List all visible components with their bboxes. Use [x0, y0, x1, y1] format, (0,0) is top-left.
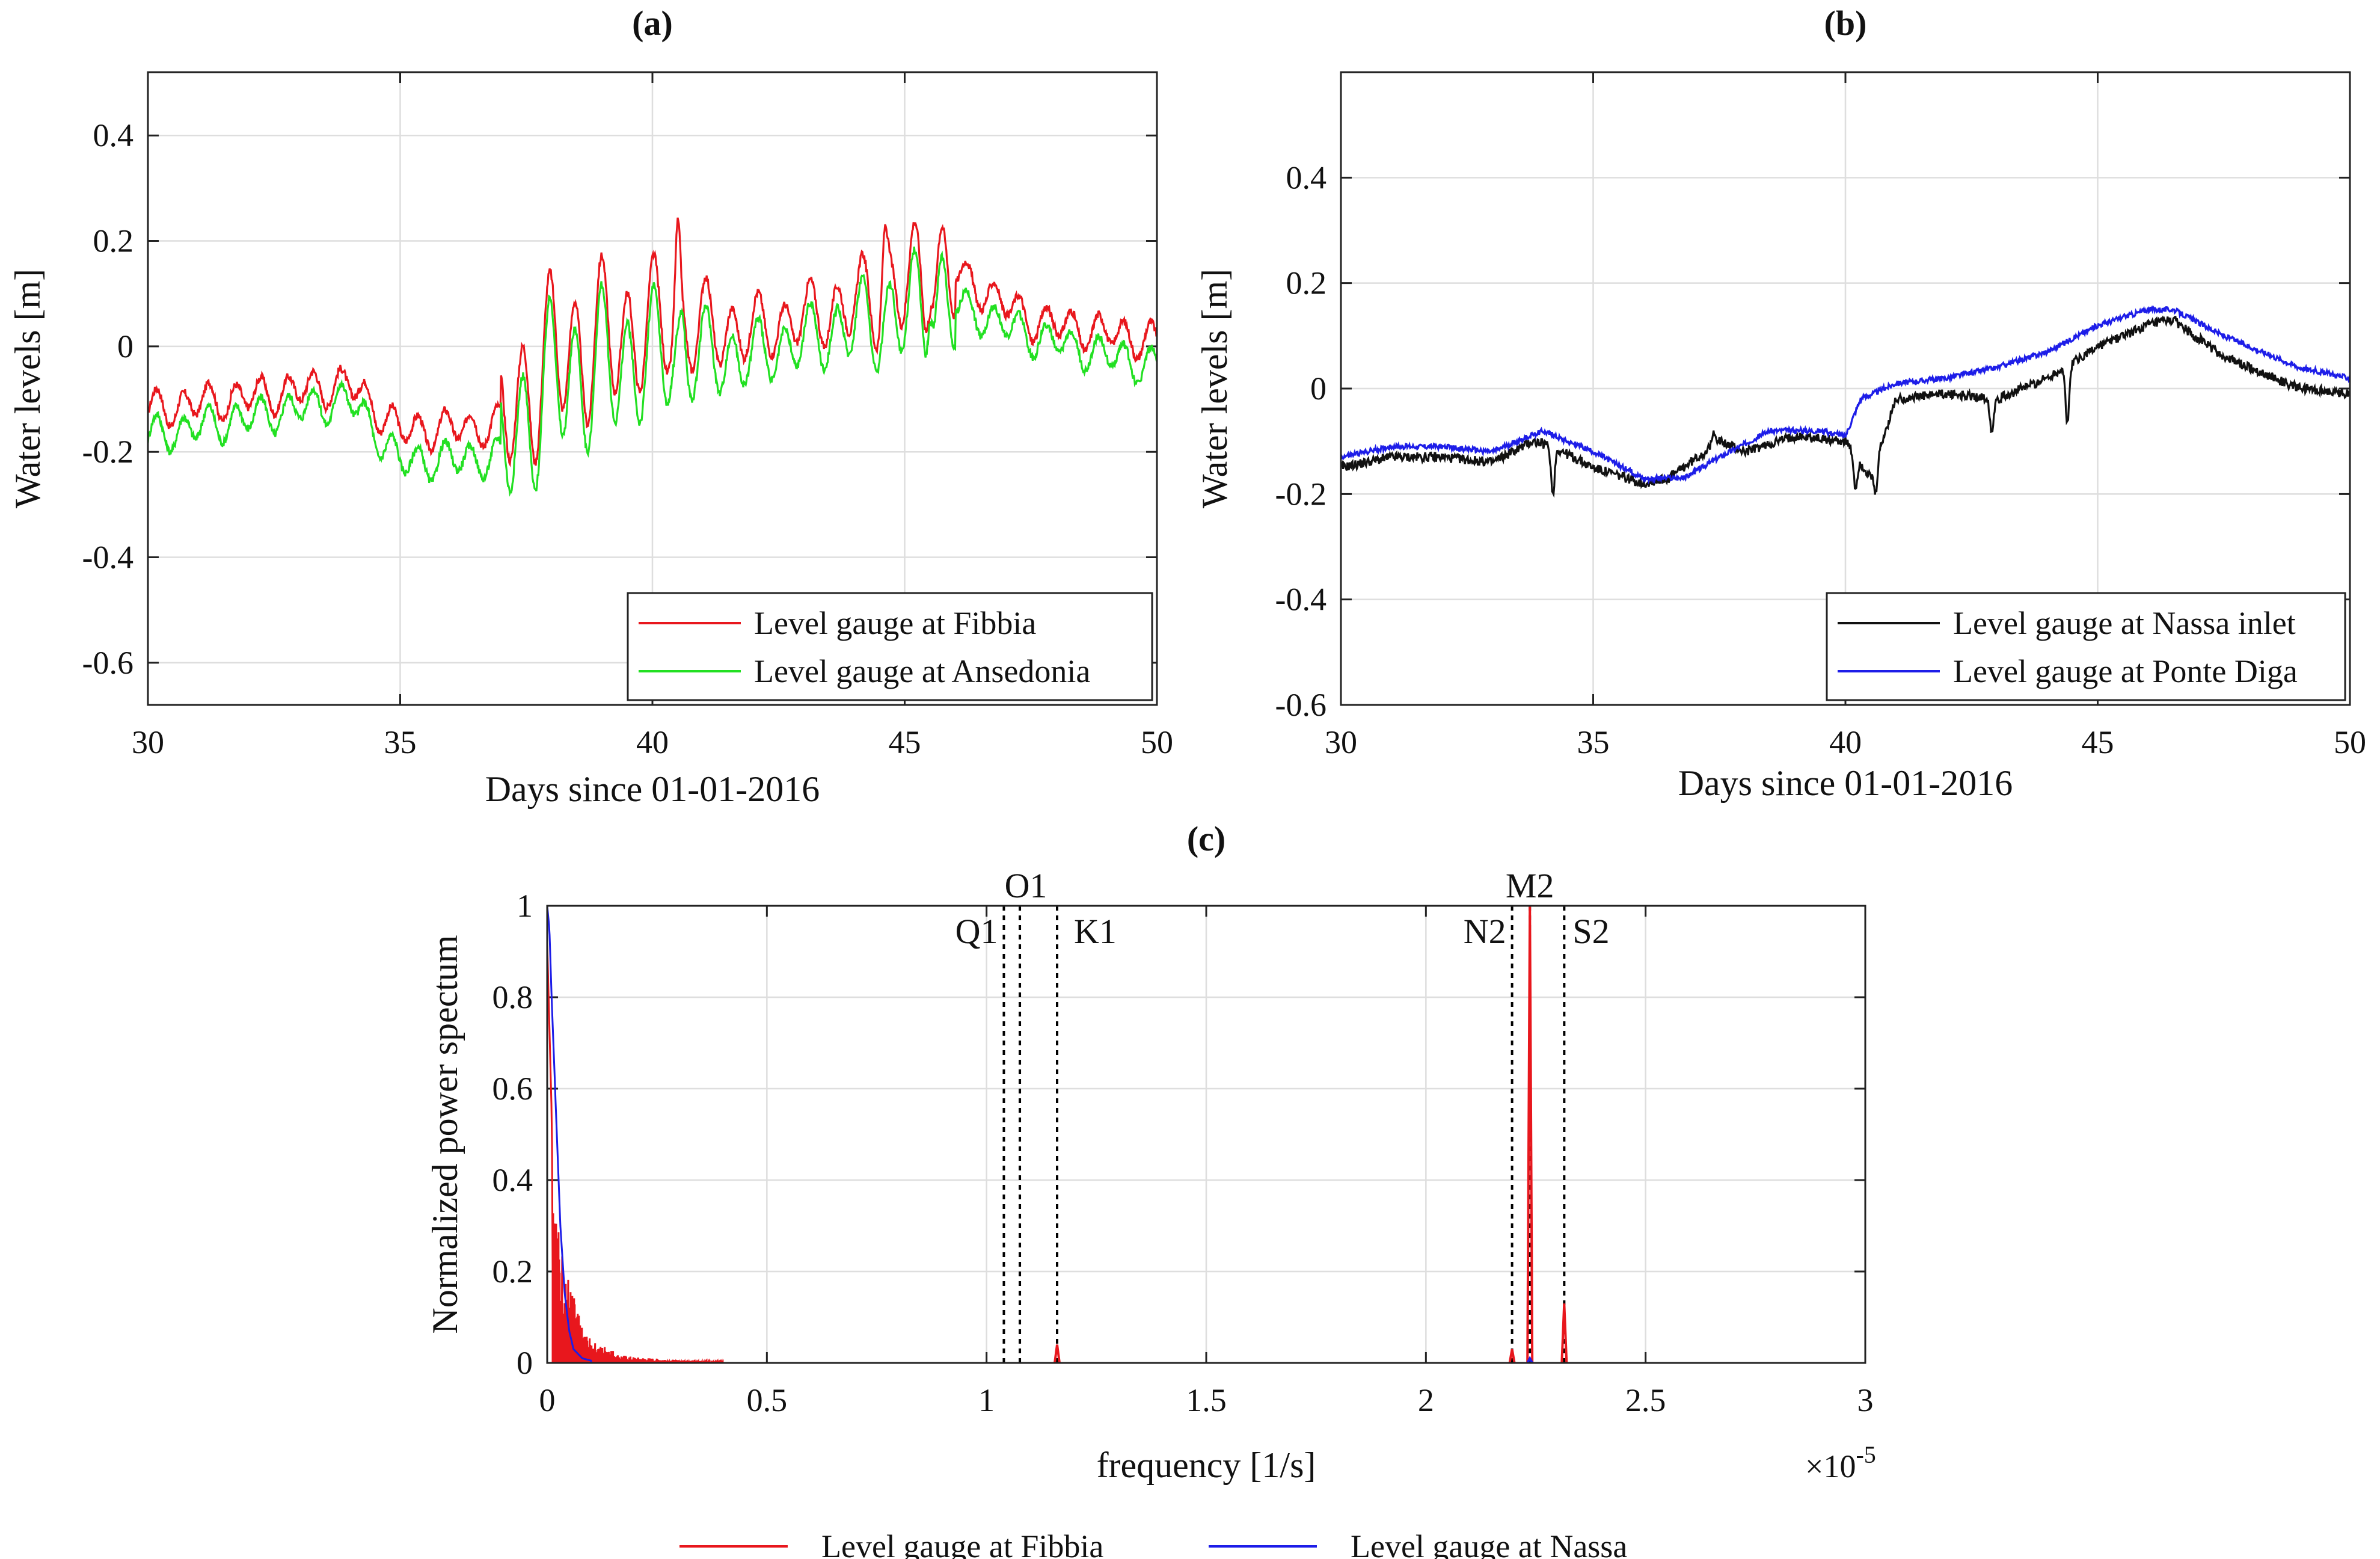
constituent-label: M2 [1506, 866, 1554, 905]
legend: Level gauge at Fibbia Level gauge at Nass… [679, 1528, 1627, 1559]
y-tick-label: -0.2 [1275, 476, 1326, 512]
x-tick-label: 2 [1418, 1382, 1434, 1418]
y-tick-label: 0.6 [492, 1071, 533, 1107]
panel-a: 30 35 40 45 50 -0.6 -0.4 -0.2 0 0.2 0.4 Days since … [8, 4, 1173, 809]
x-exponent-power: -5 [1856, 1441, 1875, 1468]
y-tick-label: -0.4 [82, 540, 133, 576]
legend-label: Level gauge at Ponte Diga [1953, 653, 2298, 689]
x-tick-label: 0.5 [747, 1382, 788, 1418]
y-axis-label: Water levels [m] [1195, 269, 1234, 508]
x-tick-label: 2.5 [1625, 1382, 1666, 1418]
y-axis-label: Water levels [m] [8, 269, 48, 508]
spectral-peak [1526, 1356, 1533, 1363]
x-tick-label: 50 [2334, 724, 2366, 760]
series-line [148, 246, 1157, 497]
x-tick-label: 35 [1577, 724, 1610, 760]
series-line [547, 942, 1865, 1363]
spectral-peak [1526, 906, 1534, 1363]
y-tick-label: 0 [517, 1345, 533, 1381]
constituent-label: Q1 [955, 912, 998, 951]
y-tick-label: -0.4 [1275, 582, 1326, 618]
spectral-peak [1560, 1303, 1568, 1363]
y-tick-label: 0.4 [93, 117, 134, 153]
y-tick-label: 1 [517, 888, 533, 924]
x-tick-label: 50 [1141, 724, 1173, 760]
y-tick-label: 0 [117, 328, 133, 364]
x-tick-label: 45 [2082, 724, 2114, 760]
x-tick-label: 30 [1325, 724, 1357, 760]
y-tick-label: -0.6 [1275, 687, 1326, 723]
x-axis-label: Days since 01-01-2016 [485, 769, 820, 809]
x-axis-label: frequency [1/s] [1097, 1445, 1316, 1485]
x-tick-label: 35 [384, 724, 417, 760]
legend: Level gauge at Fibbia Level gauge at Anse… [627, 592, 1153, 701]
constituent-label: K1 [1074, 912, 1117, 951]
x-axis-label: Days since 01-01-2016 [1678, 763, 2013, 803]
constituent-label: O1 [1005, 866, 1047, 905]
legend-label: Level gauge at Fibbia [754, 605, 1036, 641]
series-line [1341, 304, 2350, 485]
y-tick-label: 0.2 [1286, 265, 1327, 301]
plot-frame [147, 71, 1158, 706]
panel-title: (b) [1824, 4, 1867, 43]
constituent-label: N2 [1464, 912, 1506, 951]
spectral-peak [1054, 1344, 1061, 1363]
panel-title: (a) [632, 4, 673, 43]
constituent-label: S2 [1572, 912, 1609, 951]
y-tick-label: 0.2 [93, 223, 134, 259]
x-exponent: ×10-5 [1805, 1441, 1876, 1484]
plot-frame [1340, 71, 2351, 706]
panel-b: 30 35 40 45 50 -0.6 -0.4 -0.2 0 0.2 0.4 Days since … [1195, 4, 2366, 803]
y-tick-label: 0.2 [492, 1253, 533, 1290]
y-tick-label: 0 [1310, 371, 1326, 407]
panel-c: 0 0.5 1 1.5 2 2.5 3 0 0.2 0.4 0.6 0.8 1 frequency [1/… [425, 819, 1876, 1559]
plot-frame [546, 905, 1866, 1364]
x-tick-label: 40 [636, 724, 669, 760]
x-tick-label: 3 [1857, 1382, 1874, 1418]
legend-label: Level gauge at Ansedonia [754, 653, 1090, 689]
panel-title: (c) [1187, 819, 1225, 858]
y-tick-label: 0.4 [492, 1162, 533, 1198]
x-tick-label: 45 [889, 724, 921, 760]
legend: Level gauge at Nassa inlet Level gauge at… [1826, 592, 2346, 701]
legend-box [627, 592, 1153, 701]
y-tick-label: -0.6 [82, 645, 133, 681]
legend-box [1826, 592, 2346, 701]
legend-label: Level gauge at Fibbia [821, 1528, 1103, 1559]
legend-label: Level gauge at Nassa inlet [1953, 605, 2296, 641]
x-tick-label: 30 [132, 724, 164, 760]
y-tick-label: 0.4 [1286, 159, 1327, 195]
x-tick-label: 1 [978, 1382, 995, 1418]
series-line [148, 217, 1157, 468]
x-tick-label: 40 [1829, 724, 1862, 760]
y-tick-label: -0.2 [82, 434, 133, 470]
x-tick-label: 1.5 [1186, 1382, 1227, 1418]
y-tick-label: 0.8 [492, 979, 533, 1015]
x-tick-label: 0 [539, 1382, 556, 1418]
legend-label: Level gauge at Nassa [1351, 1528, 1627, 1559]
spectral-peak [1508, 1348, 1516, 1363]
y-axis-label: Normalized power spectum [425, 935, 465, 1333]
